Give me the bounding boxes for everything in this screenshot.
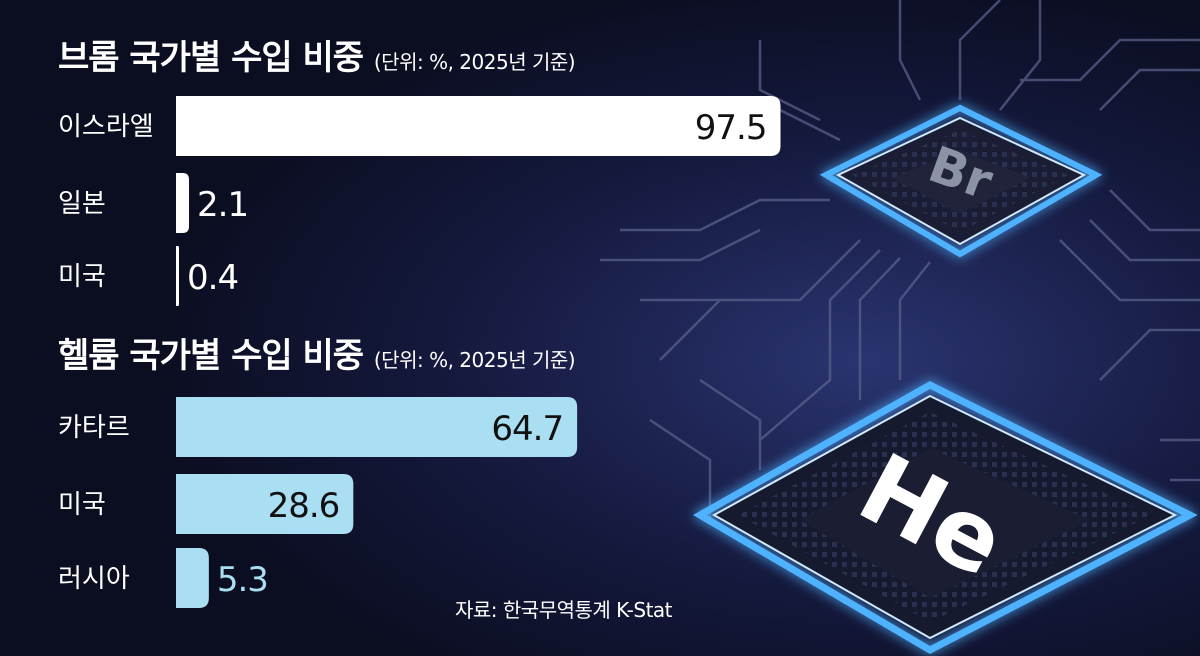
circuit-trace (958, 0, 1001, 100)
circuit-trace (1109, 189, 1200, 232)
helium-title-unit: (단위: %, 2025년 기준) (373, 348, 576, 372)
helium-value-label: 28.6 (268, 486, 340, 526)
bromine-chart-title: 브롬 국가별 수입 비중 (단위: %, 2025년 기준) (58, 30, 576, 79)
circuit-trace (659, 239, 861, 361)
bromine-category-label: 일본 (58, 189, 106, 219)
circuit-trace (620, 198, 830, 232)
helium-value-label: 64.7 (491, 409, 563, 449)
he-chip: He (692, 381, 1198, 654)
helium-title-text: 헬륨 국가별 수입 비중 (58, 336, 364, 376)
bromine-value-label: 2.1 (197, 185, 248, 225)
circuit-trace (858, 257, 901, 400)
circuit-trace (1089, 219, 1200, 262)
circuit-trace (999, 0, 1042, 111)
bromine-bar (176, 173, 190, 233)
br-chip: Br (819, 104, 1103, 258)
helium-category-label: 러시아 (58, 564, 130, 594)
bromine-value-label: 0.4 (187, 258, 238, 298)
bromine-title-text: 브롬 국가별 수입 비중 (58, 38, 364, 78)
bromine-bar (176, 96, 781, 156)
bromine-bar (176, 246, 179, 306)
helium-value-label: 5.3 (217, 560, 268, 600)
source-note: 자료: 한국무역통계 K-Stat (455, 598, 673, 622)
helium-bar (176, 474, 354, 534)
circuit-trace (758, 40, 821, 122)
helium-category-label: 카타르 (58, 413, 130, 443)
circuit-trace (898, 0, 922, 101)
circuit-trace (1099, 68, 1200, 111)
circuit-trace (759, 249, 881, 441)
bromine-category-label: 이스라엘 (58, 112, 154, 142)
bromine-category-label: 미국 (58, 262, 106, 292)
bromine-title-unit: (단위: %, 2025년 기준) (373, 50, 576, 74)
circuit-trace (699, 378, 762, 470)
circuit-trace (600, 228, 761, 262)
helium-bar (176, 397, 578, 457)
circuit-trace (898, 261, 931, 380)
helium-category-label: 미국 (58, 490, 106, 520)
helium-chart-title: 헬륨 국가별 수입 비중 (단위: %, 2025년 기준) (58, 328, 576, 377)
circuit-trace (1099, 328, 1200, 381)
circuit-trace (1020, 38, 1200, 82)
helium-bar (176, 548, 209, 608)
circuit-trace (1059, 239, 1200, 302)
circuit-trace (649, 418, 712, 520)
bromine-value-label: 97.5 (695, 108, 767, 148)
